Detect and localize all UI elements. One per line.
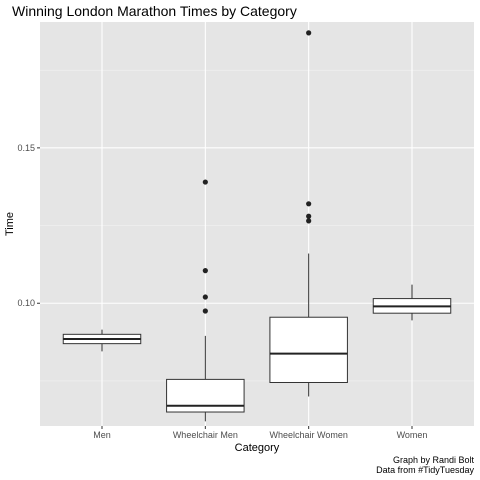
- plot-panel: [40, 22, 474, 426]
- chart-title: Winning London Marathon Times by Categor…: [12, 3, 297, 19]
- box-group: [62, 30, 452, 422]
- outlier-point: [202, 179, 208, 185]
- x-tick-label: Women: [397, 430, 428, 440]
- x-tick-label: Wheelchair Men: [173, 430, 238, 440]
- outlier-point: [306, 213, 312, 219]
- box-iqr: [269, 316, 348, 383]
- outlier-point: [306, 218, 312, 224]
- x-axis-ticks: Men Wheelchair Men Wheelchair Women Women: [93, 426, 427, 440]
- grid-lines: [40, 22, 474, 426]
- caption-line-1: Graph by Randi Bolt: [393, 455, 475, 465]
- outlier-point: [202, 308, 208, 314]
- caption-line-2: Data from #TidyTuesday: [376, 465, 474, 475]
- x-axis-label: Category: [235, 442, 280, 454]
- box-wheelchair-women: [269, 30, 348, 397]
- outlier-point: [202, 268, 208, 274]
- box-men: [62, 329, 142, 352]
- box-wheelchair-men: [166, 179, 245, 422]
- outlier-point: [202, 294, 208, 300]
- x-tick-label: Wheelchair Women: [269, 430, 347, 440]
- outlier-point: [306, 201, 312, 207]
- box-women: [372, 284, 452, 321]
- y-axis-label: Time: [4, 212, 16, 236]
- y-tick-label: 0.10: [17, 298, 35, 308]
- x-tick-label: Men: [93, 430, 111, 440]
- y-tick-label: 0.15: [17, 143, 35, 153]
- box-iqr: [166, 378, 245, 413]
- outlier-point: [306, 30, 312, 36]
- y-axis-ticks: 0.10 0.15: [17, 143, 40, 308]
